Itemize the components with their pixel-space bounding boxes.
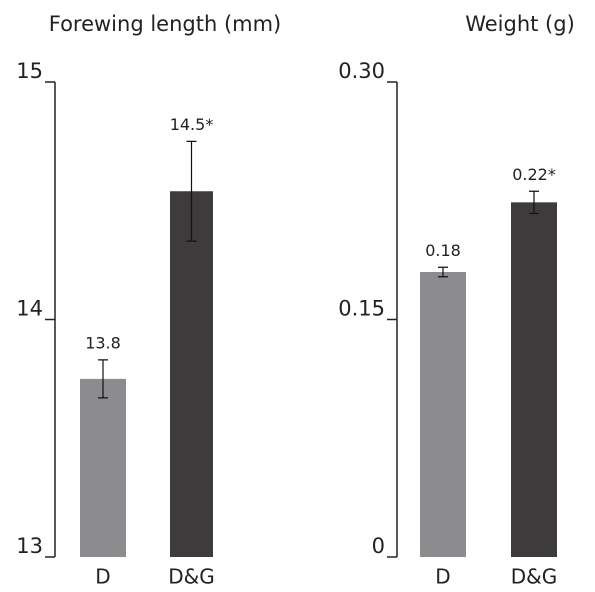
bar [511, 202, 557, 558]
y-tick-label: 13 [16, 534, 43, 558]
value-label: 0.22* [512, 165, 556, 184]
y-tick-label: 0 [372, 534, 385, 558]
bar [80, 378, 126, 557]
x-tick-label: D&G [168, 565, 215, 589]
x-tick-label: D&G [511, 565, 558, 589]
y-tick-label: 15 [16, 59, 43, 83]
chart-title: Weight (g) [465, 12, 575, 36]
error-bar [98, 359, 108, 399]
y-tick-label: 14 [16, 297, 43, 321]
value-label: 13.8 [85, 333, 121, 352]
y-tick-label: 0.15 [338, 297, 385, 321]
chart-title: Forewing length (mm) [49, 12, 282, 36]
error-bar [438, 266, 448, 278]
error-bar [186, 140, 197, 242]
bar [170, 191, 213, 557]
x-tick-label: D [95, 565, 110, 589]
x-tick-label: D [435, 565, 450, 589]
bar [420, 272, 466, 557]
error-bar [529, 190, 539, 215]
value-label: 14.5* [170, 115, 214, 134]
value-label: 0.18 [425, 241, 461, 260]
y-tick-label: 0.30 [338, 59, 385, 83]
